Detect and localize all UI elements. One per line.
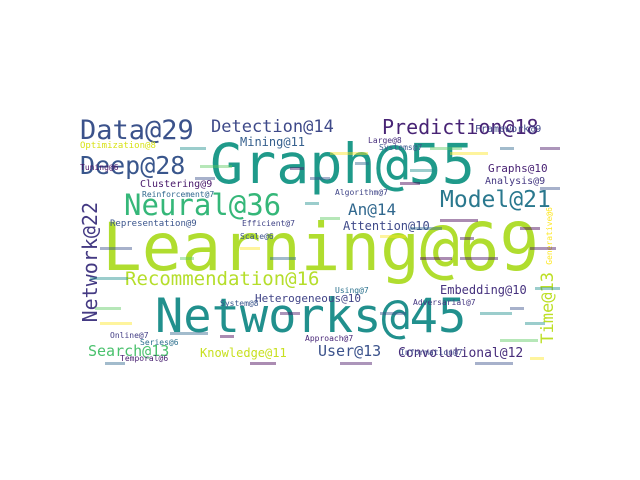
filler-speck [480,312,512,315]
word-neural: Neural@36 [124,188,282,222]
word-knowledge: Knowledge@11 [200,346,287,360]
filler-speck [105,362,125,365]
filler-speck [530,247,556,250]
filler-speck [180,257,194,260]
filler-speck [540,147,560,150]
word-online: Online@7 [110,331,149,340]
word-systems: Systems@7 [379,143,423,152]
filler-speck [380,235,406,238]
word-model: Model@21 [440,187,551,213]
filler-speck [410,227,442,230]
filler-speck [90,277,128,280]
filler-speck [330,152,368,155]
word-graphs: Graphs@10 [488,162,548,175]
filler-speck [420,257,452,260]
word-approach: Approach@7 [305,334,354,343]
filler-speck [500,147,514,150]
word-framework: Framework@9 [475,124,542,135]
word-scale: Scale@6 [240,232,274,241]
filler-speck [460,257,498,260]
filler-speck [240,247,260,250]
word-using: Using@7 [335,286,369,295]
word-generative: Generative@6 [545,207,554,265]
filler-speck [220,335,234,338]
word-attention: Attention@10 [343,219,430,233]
word-temporal: Temporal@6 [120,354,169,363]
filler-speck [540,187,560,190]
word-reinforcement: Reinforcement@7 [142,190,215,199]
word-graph: Graph@55 [210,132,475,196]
word-recommendation: Recommendation@16 [125,268,320,290]
word-cloud: Learning@69 Graph@55 Networks@45 Neural@36 D… [80,107,560,370]
filler-speck [305,202,319,205]
word-algorithm: Algorithm@7 [335,188,388,197]
filler-speck [520,227,540,230]
word-prediction: Prediction@18 [382,115,539,139]
filler-speck [270,257,296,260]
filler-speck [440,219,478,222]
word-efficient: Efficient@7 [242,219,295,228]
filler-speck [400,182,420,185]
word-clustering: Clustering@9 [140,179,213,190]
word-convolutional: Convolutional@12 [398,346,524,361]
filler-speck [250,362,276,365]
filler-speck [100,247,132,250]
filler-speck [310,177,330,180]
word-heterogeneous: Heterogeneous@10 [255,292,361,305]
word-analysis: Analysis@9 [485,176,546,187]
filler-speck [450,152,488,155]
filler-speck [340,362,372,365]
filler-speck [170,332,208,335]
filler-speck [200,165,232,168]
filler-speck [180,147,206,150]
word-mining: Mining@11 [240,135,306,149]
filler-speck [510,307,524,310]
filler-speck [355,162,369,165]
filler-speck [320,217,340,220]
filler-speck [195,177,215,180]
word-large: Large@8 [368,136,402,145]
filler-speck [500,339,538,342]
word-tuning: Tuning@6 [80,163,119,172]
filler-speck [475,362,513,365]
word-deep: Deep@28 [80,151,186,180]
word-embedding: Embedding@10 [440,283,527,297]
word-learning: Learning@69 [102,209,540,286]
word-networks: Networks@45 [155,289,467,344]
word-adversarial: Adversarial@7 [413,298,476,307]
word-representation: Representation@9 [110,219,197,229]
word-optimization: Optimization@8 [80,141,156,151]
filler-speck [95,307,121,310]
word-an: An@14 [348,200,397,219]
filler-speck [380,312,406,315]
filler-speck [410,169,436,172]
word-time: Time@13 [538,272,558,344]
filler-speck [530,357,544,360]
word-information: Information@7 [400,348,463,357]
word-series: Series@6 [140,338,179,347]
filler-speck [290,167,304,170]
filler-speck [430,147,462,150]
filler-speck [280,312,300,315]
filler-speck [535,287,560,290]
word-system: System@8 [220,299,259,308]
filler-speck [525,322,545,325]
filler-speck [460,237,474,240]
word-search: Search@13 [88,342,170,360]
filler-speck [100,322,132,325]
word-user: User@13 [318,342,382,360]
word-network: Network@22 [80,202,102,323]
word-data: Data@29 [80,115,194,146]
word-detection: Detection@14 [211,117,334,137]
